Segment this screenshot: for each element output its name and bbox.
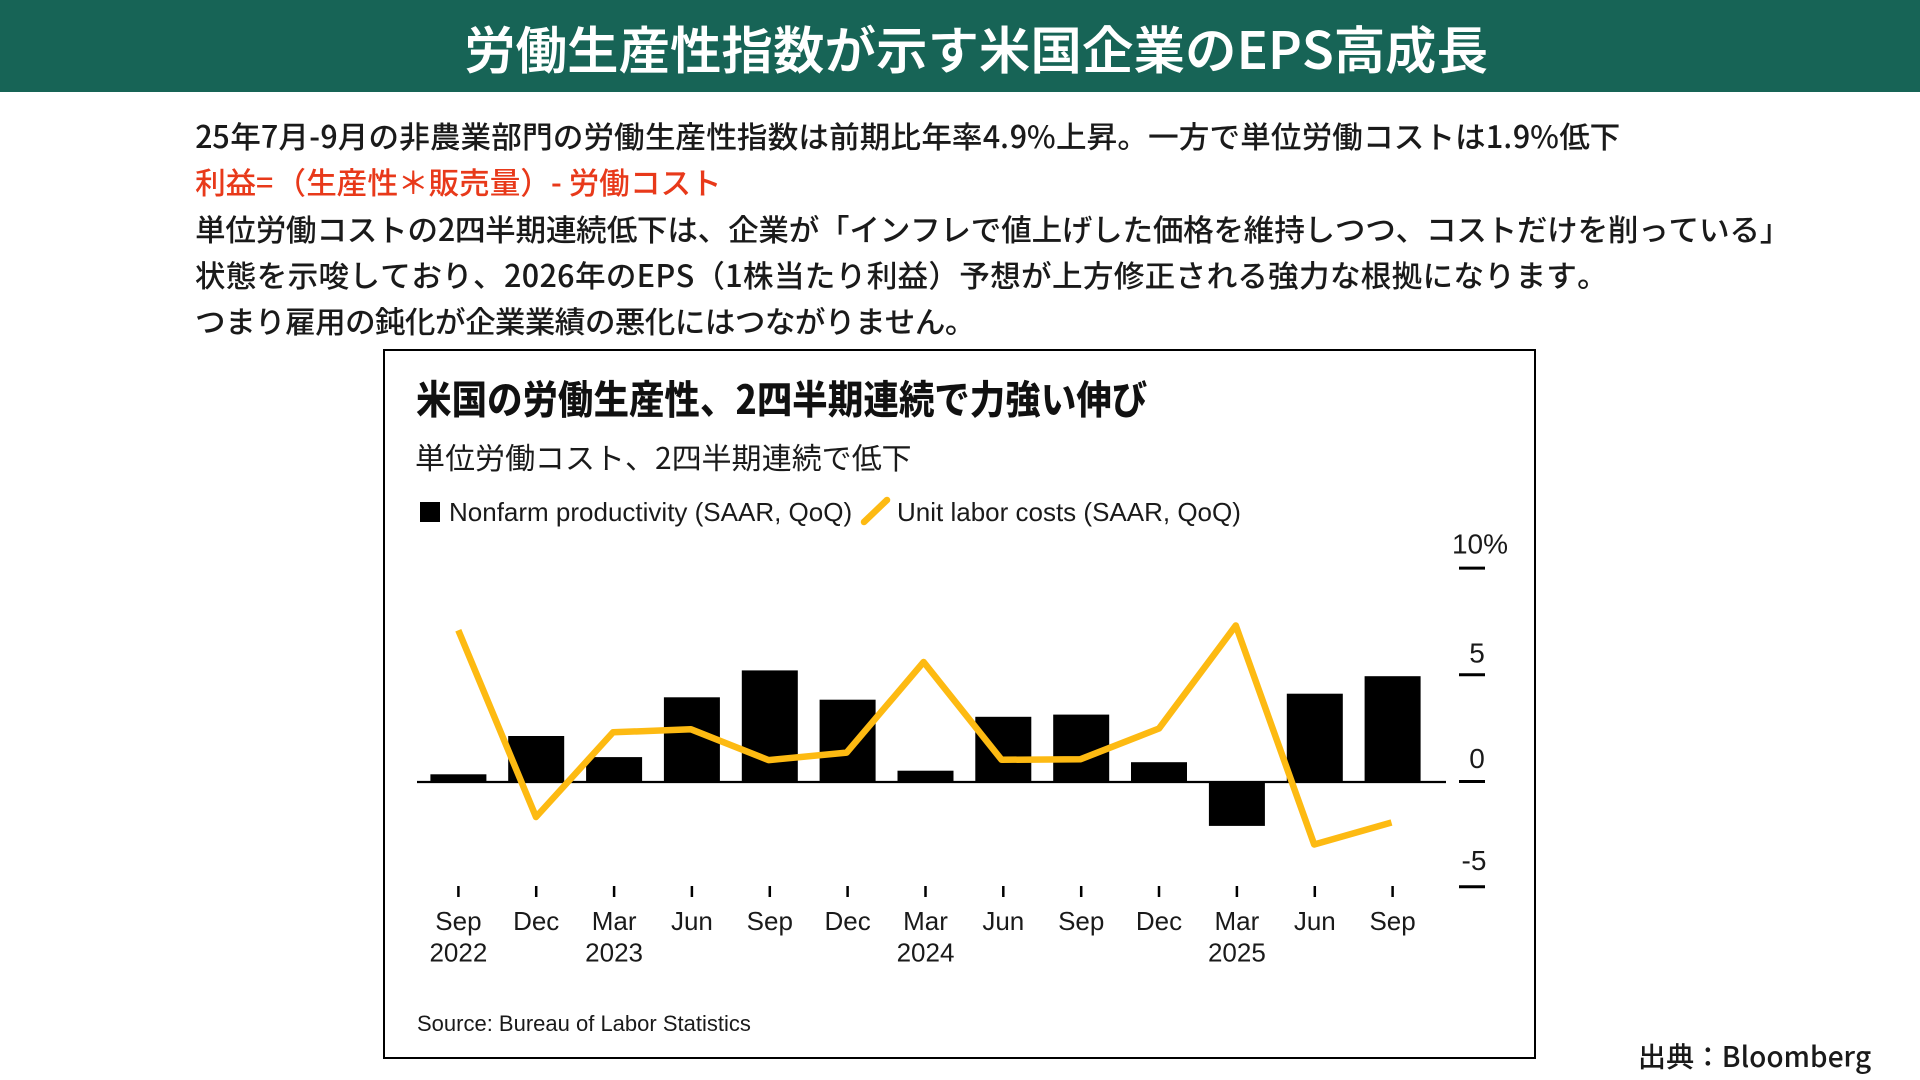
svg-text:Jun: Jun [671,906,713,936]
svg-text:Jun: Jun [982,906,1024,936]
svg-text:Dec: Dec [513,906,559,936]
svg-text:Mar: Mar [903,906,948,936]
svg-text:Sep: Sep [1369,906,1415,936]
svg-text:2022: 2022 [429,938,487,968]
svg-text:Dec: Dec [1136,906,1182,936]
svg-text:Jun: Jun [1294,906,1336,936]
svg-text:10%: 10% [1452,528,1508,559]
svg-text:5: 5 [1469,638,1485,669]
svg-text:Mar: Mar [592,906,637,936]
svg-text:Mar: Mar [1215,906,1260,936]
svg-text:2023: 2023 [585,938,643,968]
svg-text:0: 0 [1469,743,1485,774]
svg-text:Sep: Sep [1058,906,1104,936]
svg-text:2024: 2024 [897,938,955,968]
svg-text:Sep: Sep [747,906,793,936]
svg-text:Dec: Dec [824,906,870,936]
svg-text:Sep: Sep [435,906,481,936]
svg-text:2025: 2025 [1208,938,1266,968]
svg-text:Nonfarm productivity (SAAR, Qo: Nonfarm productivity (SAAR, QoQ) [449,497,852,527]
svg-text:-5: -5 [1462,845,1487,876]
svg-text:Unit labor costs (SAAR, QoQ): Unit labor costs (SAAR, QoQ) [897,497,1241,527]
